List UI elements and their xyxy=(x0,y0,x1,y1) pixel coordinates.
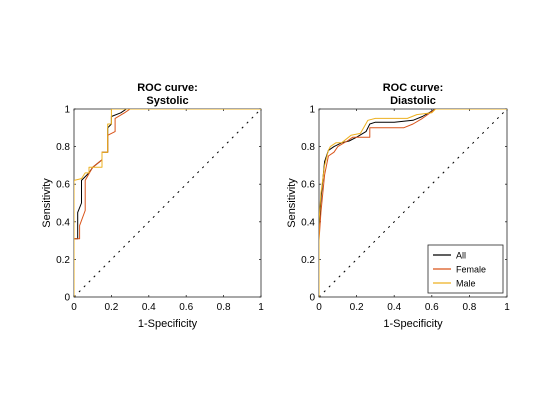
series-group xyxy=(319,109,507,297)
legend-label: Male xyxy=(456,279,476,289)
y-tick-label: 1 xyxy=(64,105,70,116)
x-tick-label: 0.4 xyxy=(387,302,401,313)
x-tick-label: 0.2 xyxy=(350,302,364,313)
x-tick-label: 0.8 xyxy=(462,302,476,313)
axes-box xyxy=(73,108,262,298)
y-tick-label: 0.2 xyxy=(56,255,70,266)
legend-label: Female xyxy=(456,265,486,275)
x-tick-label: 0.8 xyxy=(217,302,231,313)
y-tick-label: 0.6 xyxy=(56,180,70,191)
y-tick-label: 0.4 xyxy=(301,217,315,228)
y-tick-label: 0.8 xyxy=(301,142,315,153)
x-tick-label: 1 xyxy=(504,302,510,313)
roc-series-2 xyxy=(74,109,261,297)
x-tick-label: 1 xyxy=(258,302,264,313)
x-tick-label: 0.2 xyxy=(104,302,118,313)
roc-panel-1: 0 0.2 0.4 0.6 0.8 1 0 0.2 0.4 0.6 0.8 1 1-Specificit… xyxy=(286,82,510,330)
y-tick-label: 0 xyxy=(64,293,70,304)
y-tick-label: 0.6 xyxy=(301,180,315,191)
x-axis-label: 1-Specificity xyxy=(138,318,198,330)
x-tick-label: 0.6 xyxy=(425,302,439,313)
roc-panel-0: 0 0.2 0.4 0.6 0.8 1 0 0.2 0.4 0.6 0.8 1 1-Specificit… xyxy=(41,82,264,330)
y-tick-label: 0.4 xyxy=(56,217,70,228)
series-group xyxy=(74,109,261,297)
x-axis-label: 1-Specificity xyxy=(383,318,443,330)
y-axis-label: Sensitivity xyxy=(286,178,298,228)
chart-title-line: Diastolic xyxy=(390,95,436,107)
y-tick-label: 0 xyxy=(309,293,315,304)
chart-title-line: Systolic xyxy=(146,95,188,107)
legend-label: All xyxy=(456,251,466,261)
x-tick-label: 0.4 xyxy=(142,302,156,313)
y-tick-label: 0.8 xyxy=(56,142,70,153)
legend: All Female Male xyxy=(427,244,504,294)
roc-series-male xyxy=(319,109,507,297)
x-tick-label: 0.6 xyxy=(179,302,193,313)
y-axis-label: Sensitivity xyxy=(41,178,53,228)
x-tick-label: 0 xyxy=(316,302,322,313)
chart-title-line: ROC curve: xyxy=(383,82,444,94)
y-tick-label: 1 xyxy=(309,105,315,116)
y-tick-label: 0.2 xyxy=(301,255,315,266)
x-tick-label: 0 xyxy=(71,302,77,313)
chart-title-line: ROC curve: xyxy=(137,82,198,94)
roc-series-female xyxy=(319,109,507,297)
